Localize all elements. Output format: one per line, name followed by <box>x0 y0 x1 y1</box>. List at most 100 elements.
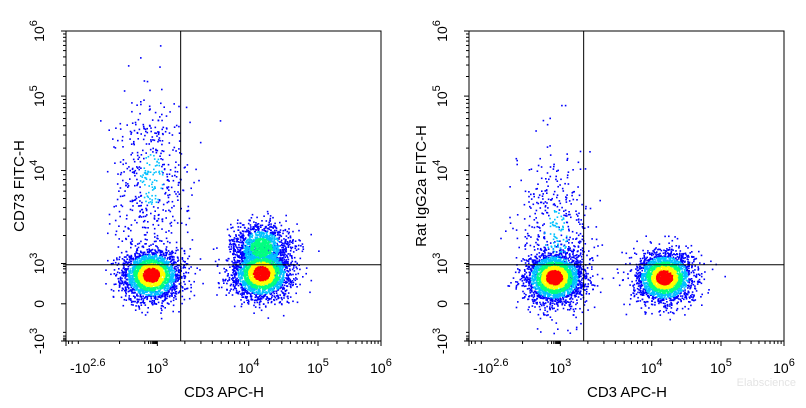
event-dot <box>271 252 273 254</box>
event-dot <box>171 292 174 295</box>
event-dot <box>176 256 179 258</box>
event-dot <box>241 303 243 305</box>
event-dot <box>149 108 151 110</box>
event-dot <box>166 281 169 283</box>
event-dot <box>131 110 133 113</box>
event-dot <box>139 210 141 212</box>
event-dot <box>275 229 278 232</box>
event-dot <box>128 283 131 286</box>
event-dot <box>236 222 239 225</box>
event-dot <box>287 258 290 261</box>
event-dot <box>285 282 287 284</box>
event-dot <box>164 293 167 296</box>
event-dot <box>232 288 235 291</box>
event-dot <box>139 175 142 177</box>
event-dot <box>283 288 286 290</box>
event-dot <box>134 296 136 298</box>
event-dot <box>146 239 148 241</box>
event-dot <box>127 290 130 293</box>
event-dot <box>260 226 262 228</box>
event-dot <box>246 250 249 252</box>
event-dot <box>152 259 154 262</box>
event-dot <box>279 256 281 259</box>
event-dot <box>161 165 163 168</box>
event-dot <box>265 291 267 293</box>
event-dot <box>243 253 245 256</box>
event-dot <box>284 290 287 292</box>
event-dot <box>240 256 242 259</box>
event-dot <box>287 297 289 300</box>
event-dot <box>234 256 236 259</box>
event-dot <box>165 231 167 233</box>
event-dot <box>273 290 275 293</box>
event-dot <box>279 245 281 247</box>
event-dot <box>144 170 147 172</box>
event-dot <box>278 259 280 262</box>
event-dot <box>237 226 240 228</box>
event-dot <box>143 297 145 300</box>
event-dot <box>241 276 243 279</box>
event-dot <box>138 298 140 301</box>
event-dot <box>153 259 155 262</box>
event-dot <box>118 268 120 270</box>
event-dot <box>294 261 297 263</box>
event-dot <box>139 215 141 217</box>
event-dot <box>140 194 143 197</box>
event-dot <box>146 297 149 299</box>
event-dot <box>250 251 252 254</box>
event-dot <box>262 303 265 305</box>
event-dot <box>123 298 126 301</box>
event-dot <box>181 290 184 292</box>
event-dot <box>132 199 134 202</box>
event-dot <box>293 265 295 267</box>
event-dot <box>144 296 146 299</box>
event-dot <box>255 240 257 242</box>
event-dot <box>136 249 138 252</box>
event-dot <box>168 180 170 182</box>
event-dot <box>128 290 131 292</box>
event-dot <box>155 292 157 294</box>
event-dot <box>177 270 180 273</box>
event-dot <box>136 184 138 187</box>
event-dot <box>142 262 144 264</box>
event-dot <box>269 232 272 234</box>
event-dot <box>243 293 245 296</box>
event-dot <box>106 170 109 173</box>
event-dot <box>289 263 292 266</box>
event-dot <box>271 258 274 260</box>
event-dot <box>230 283 232 286</box>
event-dot <box>285 277 287 279</box>
event-dot <box>135 197 138 200</box>
event-dot <box>232 285 235 287</box>
event-dot <box>142 220 145 223</box>
event-dot <box>244 295 247 298</box>
event-dot <box>189 248 192 250</box>
event-dot <box>258 303 261 306</box>
event-dot <box>250 283 253 286</box>
event-dot <box>143 257 145 260</box>
event-dot <box>279 264 282 267</box>
event-dot <box>292 273 294 276</box>
event-dot <box>126 283 128 285</box>
event-dot <box>295 245 298 248</box>
event-dot <box>248 248 251 251</box>
event-dot <box>248 280 250 283</box>
event-dot <box>140 57 142 59</box>
event-dot <box>122 179 124 182</box>
event-dot <box>246 299 248 302</box>
event-dot <box>257 259 259 261</box>
event-dot <box>172 251 174 254</box>
event-dot <box>151 183 153 186</box>
event-dot <box>183 272 185 275</box>
event-dot <box>279 273 281 276</box>
event-dot <box>174 166 177 169</box>
event-dot <box>248 252 251 255</box>
event-dot <box>231 265 234 268</box>
event-dot <box>138 308 141 310</box>
event-dot <box>132 292 135 294</box>
event-dot <box>277 234 279 236</box>
event-dot <box>134 174 136 177</box>
event-dot <box>170 262 173 265</box>
event-dot <box>259 287 262 290</box>
